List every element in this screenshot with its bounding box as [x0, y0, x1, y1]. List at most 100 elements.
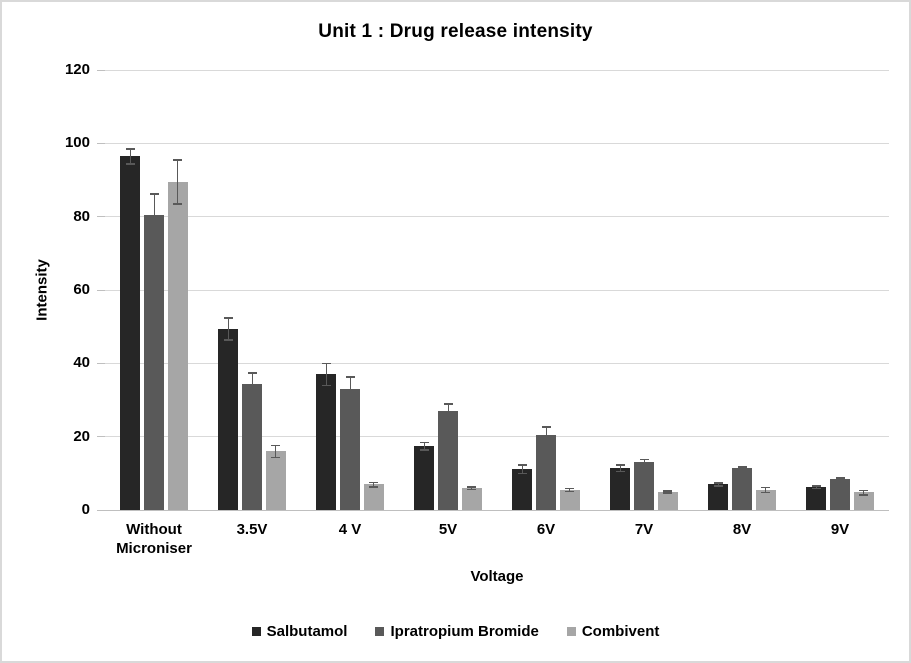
y-tick-label: 0	[81, 501, 90, 518]
error-bar-cap-bottom	[713, 485, 723, 487]
legend-item-combivent: Combivent	[566, 623, 659, 640]
y-tick-label: 60	[73, 281, 90, 298]
bar-combivent-5v	[462, 488, 482, 510]
error-bar-cap-bottom	[443, 417, 453, 420]
error-bar	[423, 442, 425, 450]
error-bar-cap-bottom	[223, 339, 233, 341]
x-category-label: 6V	[536, 521, 556, 538]
error-bar-cap-top	[173, 159, 183, 161]
bar-salbutamol-7v	[610, 467, 630, 510]
bar-ipratropium-bromide-5v	[438, 411, 458, 510]
error-bar-cap-top	[639, 458, 649, 461]
error-bar-cap-top	[271, 444, 281, 447]
error-bar-cap-top	[811, 485, 821, 487]
error-bar-cap-top	[149, 193, 159, 195]
x-category-label: 3.5V	[236, 521, 268, 538]
error-bar-cap-top	[663, 490, 673, 492]
error-bar	[447, 403, 449, 419]
error-bar-cap-top	[737, 466, 747, 468]
bar-combivent-8v	[756, 489, 776, 510]
chart-title: Unit 1 : Drug release intensity	[318, 21, 593, 42]
x-category-label: Without Microniser	[116, 521, 192, 557]
error-bar-cap-top	[125, 148, 135, 150]
error-bar-cap-bottom	[541, 442, 551, 444]
bar-ipratropium-bromide-9v	[830, 479, 850, 510]
error-bar	[863, 490, 865, 495]
bar-salbutamol-5v	[414, 445, 434, 510]
bar-ipratropium-bromide-6v	[536, 434, 556, 510]
error-bar	[815, 485, 817, 488]
bar-ipratropium-bromide-without-microniser	[144, 214, 164, 510]
error-bar	[667, 490, 669, 493]
error-bar	[177, 159, 179, 204]
bar-salbutamol-4-v	[316, 374, 336, 510]
error-bar-cap-bottom	[737, 468, 747, 470]
bar-ipratropium-bromide-8v	[732, 467, 752, 510]
x-axis-title: Voltage	[470, 568, 524, 585]
error-bar-cap-bottom	[467, 488, 477, 491]
error-bar-cap-bottom	[517, 472, 527, 475]
error-bar	[251, 372, 253, 395]
x-category-label: 4 V	[338, 521, 362, 538]
error-bar-cap-top	[321, 362, 331, 365]
bar-combivent-3.5v	[266, 451, 286, 510]
legend-label: Ipratropium Bromide	[390, 623, 539, 640]
error-bar-cap-bottom	[761, 491, 771, 494]
bar-salbutamol-without-microniser	[120, 156, 140, 510]
y-tick-label: 40	[73, 354, 90, 372]
legend-swatch-icon	[251, 627, 261, 636]
y-axis-tick	[97, 362, 105, 364]
error-bar	[765, 487, 767, 493]
error-bar	[153, 193, 155, 236]
gridline	[105, 69, 889, 71]
error-bar-cap-top	[223, 317, 233, 319]
error-bar	[839, 477, 841, 481]
bar-salbutamol-3.5v	[218, 328, 238, 510]
gridline	[105, 436, 889, 438]
y-axis-tick	[97, 289, 105, 291]
error-bar	[741, 466, 743, 469]
bar-combivent-9v	[854, 492, 874, 510]
legend: Salbutamol Ipratropium Bromide Combivent	[2, 623, 909, 640]
y-tick-label: 80	[73, 207, 90, 225]
legend-swatch-icon	[566, 627, 576, 636]
y-axis-tick	[97, 69, 105, 71]
bar-combivent-4-v	[364, 484, 384, 510]
error-bar-cap-top	[859, 489, 869, 492]
error-bar-cap-top	[835, 477, 845, 479]
error-bar	[325, 363, 327, 386]
bar-salbutamol-9v	[806, 486, 826, 510]
error-bar	[643, 459, 645, 466]
gridline	[105, 142, 889, 144]
error-bar-cap-bottom	[565, 490, 575, 493]
bar-combivent-7v	[658, 491, 678, 510]
error-bar-cap-bottom	[271, 456, 281, 459]
error-bar-cap-top	[517, 464, 527, 466]
gridline	[105, 362, 889, 364]
legend-label: Salbutamol	[266, 623, 348, 640]
error-bar	[569, 488, 571, 492]
y-tick-label: 100	[64, 134, 90, 152]
error-bar-cap-bottom	[835, 480, 845, 482]
y-axis-tick	[97, 436, 105, 438]
error-bar	[373, 482, 375, 487]
bar-salbutamol-6v	[512, 468, 532, 510]
y-axis-tick	[97, 216, 105, 218]
error-bar	[349, 376, 351, 402]
error-bar-cap-bottom	[639, 464, 649, 467]
error-bar-cap-top	[419, 441, 429, 444]
legend-item-salbutamol: Salbutamol	[251, 623, 348, 640]
gridline	[105, 289, 889, 291]
error-bar-cap-bottom	[859, 494, 869, 496]
bar-ipratropium-bromide-7v	[634, 462, 654, 510]
error-bar	[521, 464, 523, 474]
error-bar-cap-bottom	[125, 163, 135, 165]
x-category-label: 7V	[634, 521, 654, 538]
x-category-label: 9V	[830, 521, 850, 538]
error-bar-cap-bottom	[419, 449, 429, 451]
y-tick-label: 120	[64, 61, 90, 78]
x-category-label: 5V	[438, 521, 458, 538]
bar-salbutamol-8v	[708, 484, 728, 510]
error-bar-cap-top	[247, 372, 257, 374]
